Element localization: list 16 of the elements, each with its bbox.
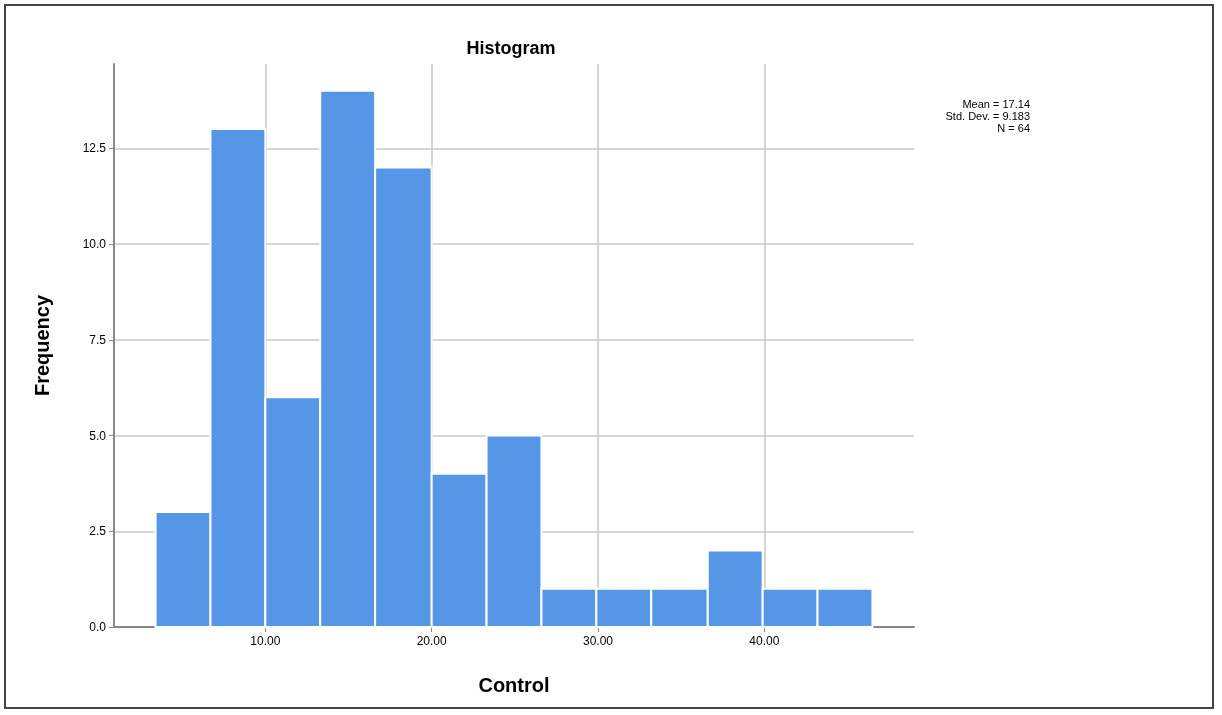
text: Mean = 17.14	[962, 97, 1031, 110]
y-tick-label: 7.5	[89, 332, 107, 347]
y-tick-label: 2.5	[89, 524, 107, 539]
x-tick-label: 10.00	[250, 634, 281, 648]
y-tick-label: 0.0	[89, 620, 107, 634]
text: N = 64	[997, 121, 1030, 134]
chart-title: Histogram	[466, 38, 556, 58]
x-tick-label: 40.00	[749, 634, 780, 648]
y-tick-label: 12.5	[82, 141, 107, 156]
y-tick-label: 5.0	[89, 428, 107, 443]
y-tick-label: 10.0	[82, 237, 107, 252]
x-axis-title: Control	[478, 674, 550, 696]
y-axis-title: Frequency	[31, 294, 53, 397]
x-tick-label: 20.00	[416, 634, 448, 648]
x-tick-label: 30.00	[582, 634, 614, 648]
text: Std. Dev. = 9.183	[945, 109, 1031, 122]
